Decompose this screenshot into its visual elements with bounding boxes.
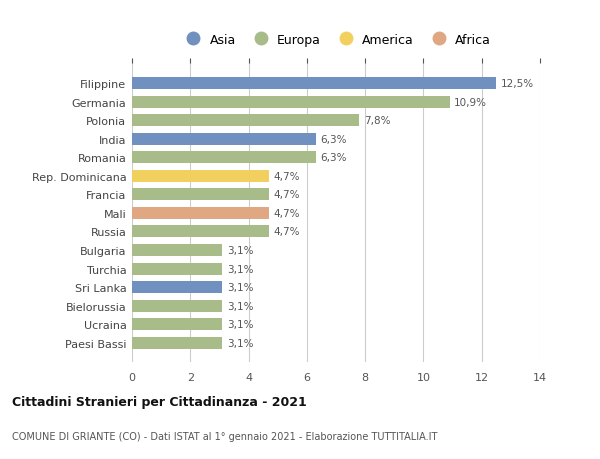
Text: 12,5%: 12,5%: [500, 79, 534, 89]
Bar: [132, 152, 316, 164]
Text: 4,7%: 4,7%: [274, 208, 300, 218]
Bar: [132, 226, 269, 238]
Text: COMUNE DI GRIANTE (CO) - Dati ISTAT al 1° gennaio 2021 - Elaborazione TUTTITALIA: COMUNE DI GRIANTE (CO) - Dati ISTAT al 1…: [12, 431, 437, 441]
Text: 3,1%: 3,1%: [227, 319, 253, 330]
Bar: [132, 189, 269, 201]
Bar: [132, 245, 223, 257]
Text: 4,7%: 4,7%: [274, 171, 300, 181]
Bar: [132, 78, 496, 90]
Text: 7,8%: 7,8%: [364, 116, 390, 126]
Text: 10,9%: 10,9%: [454, 97, 487, 107]
Text: 6,3%: 6,3%: [320, 134, 346, 145]
Text: 6,3%: 6,3%: [320, 153, 346, 163]
Bar: [132, 281, 223, 293]
Text: 3,1%: 3,1%: [227, 282, 253, 292]
Bar: [132, 337, 223, 349]
Bar: [132, 170, 269, 182]
Bar: [132, 207, 269, 219]
Bar: [132, 263, 223, 275]
Bar: [132, 319, 223, 330]
Bar: [132, 96, 449, 108]
Text: 4,7%: 4,7%: [274, 190, 300, 200]
Text: 4,7%: 4,7%: [274, 227, 300, 237]
Bar: [132, 134, 316, 146]
Text: 3,1%: 3,1%: [227, 338, 253, 348]
Text: 3,1%: 3,1%: [227, 264, 253, 274]
Text: 3,1%: 3,1%: [227, 301, 253, 311]
Text: Cittadini Stranieri per Cittadinanza - 2021: Cittadini Stranieri per Cittadinanza - 2…: [12, 396, 307, 409]
Bar: [132, 115, 359, 127]
Legend: Asia, Europa, America, Africa: Asia, Europa, America, Africa: [176, 29, 496, 52]
Text: 3,1%: 3,1%: [227, 246, 253, 256]
Bar: [132, 300, 223, 312]
